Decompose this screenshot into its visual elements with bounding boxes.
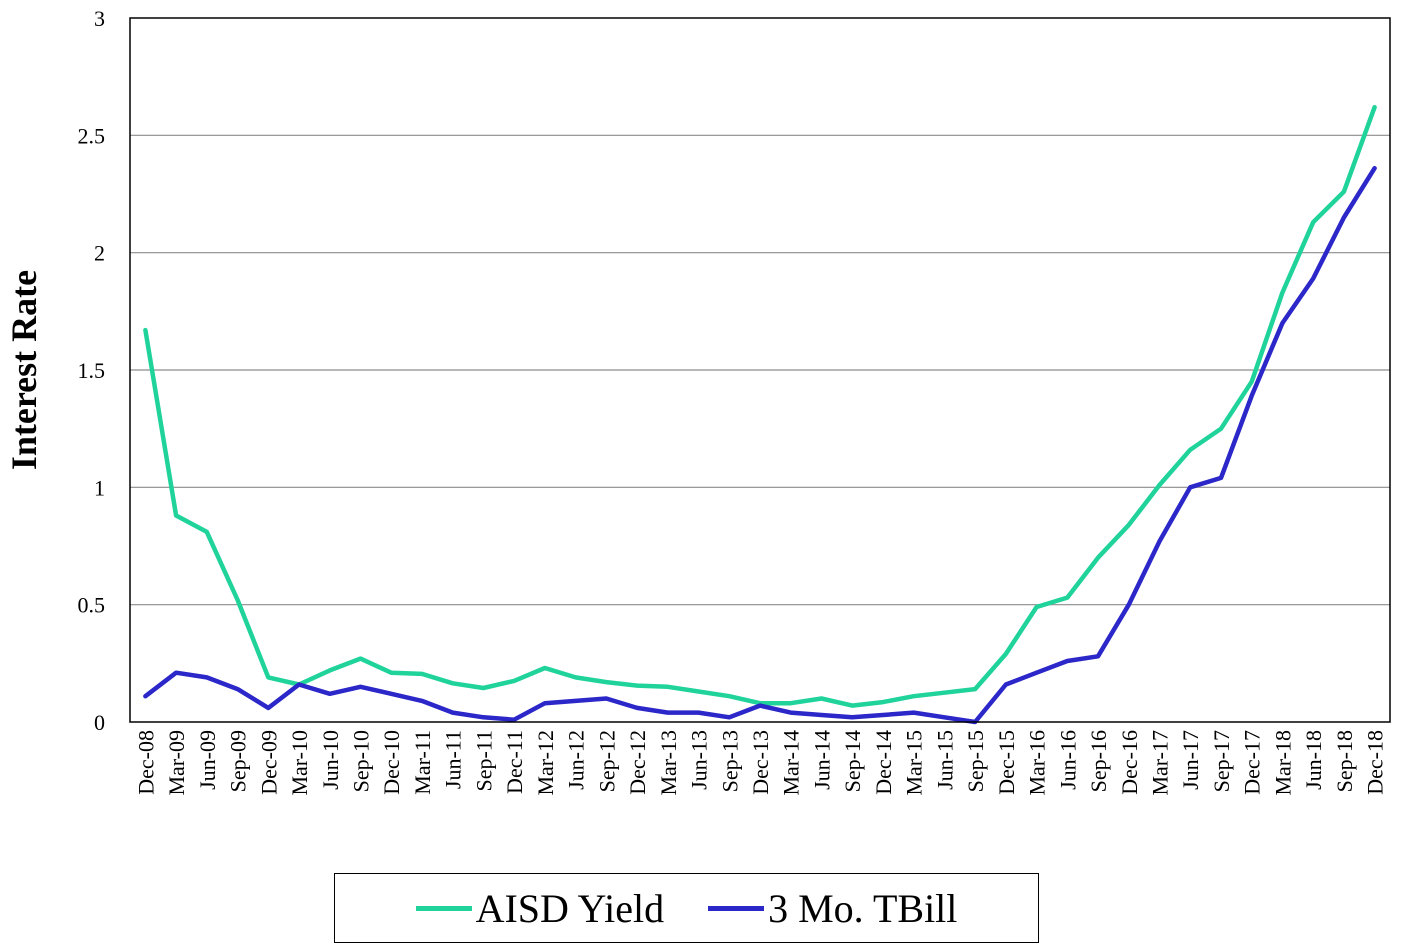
- gridlines: [130, 134, 1390, 606]
- x-tick-label: Jun-14: [809, 730, 834, 790]
- x-tick-label: Mar-14: [779, 730, 804, 796]
- x-tick-label: Jun-10: [318, 730, 343, 790]
- x-tick-label: Dec-12: [625, 730, 650, 795]
- y-tick-label: 3: [94, 6, 105, 31]
- x-tick-label: Dec-17: [1240, 730, 1265, 795]
- legend-swatch-aisd-yield: [415, 905, 472, 911]
- legend-swatch-3mo-tbill: [708, 905, 765, 911]
- y-tick-label: 2.5: [78, 123, 106, 148]
- x-tick-label: Jun-15: [932, 730, 957, 790]
- x-axis-ticks: Dec-08 Mar-09 Jun-09 Sep-09 Dec-09 Mar-10 Jun-…: [133, 730, 1387, 796]
- y-tick-label: 0.5: [78, 593, 106, 618]
- x-tick-label: Dec-10: [379, 730, 404, 795]
- series-lines: [143, 104, 1377, 725]
- x-tick-label: Sep-17: [1209, 730, 1234, 792]
- x-tick-label: Jun-12: [564, 730, 589, 790]
- x-tick-label: Sep-14: [840, 730, 865, 792]
- x-tick-label: Jun-11: [441, 730, 466, 789]
- x-tick-label: Mar-17: [1148, 730, 1173, 796]
- x-tick-label: Dec-09: [256, 730, 281, 795]
- x-tick-label: Dec-15: [994, 730, 1019, 795]
- y-axis-ticks: 0 0.5 1 1.5 2 2.5 3: [78, 6, 106, 735]
- x-tick-label: Jun-16: [1055, 730, 1080, 790]
- y-tick-label: 0: [94, 710, 105, 735]
- x-tick-label: Mar-12: [533, 730, 558, 796]
- legend-item-aisd-yield: AISD Yield: [415, 885, 665, 932]
- x-tick-label: Jun-18: [1301, 730, 1326, 790]
- x-tick-label: Mar-09: [164, 730, 189, 796]
- x-tick-label: Sep-12: [594, 730, 619, 792]
- y-tick-label: 1: [94, 475, 105, 500]
- x-tick-label: Sep-16: [1086, 730, 1111, 792]
- x-tick-label: Dec-18: [1363, 730, 1388, 795]
- legend-label-3mo-tbill: 3 Mo. TBill: [768, 885, 958, 931]
- x-tick-label: Sep-10: [348, 730, 373, 792]
- x-tick-label: Dec-14: [871, 730, 896, 795]
- legend-item-3mo-tbill: 3 Mo. TBill: [708, 885, 957, 932]
- y-tick-label: 1.5: [78, 358, 106, 383]
- legend: AISD Yield 3 Mo. TBill: [334, 873, 1039, 943]
- plot-area-frame: [129, 17, 1391, 723]
- x-tick-label: Dec-08: [133, 730, 158, 795]
- legend-label-aisd-yield: AISD Yield: [475, 885, 665, 931]
- x-tick-label: Mar-13: [656, 730, 681, 796]
- x-tick-label: Mar-16: [1025, 730, 1050, 796]
- y-tick-label: 2: [94, 241, 105, 266]
- x-tick-label: Dec-11: [502, 730, 527, 794]
- x-tick-label: Mar-10: [287, 730, 312, 796]
- x-tick-label: Sep-15: [963, 730, 988, 792]
- x-tick-label: Dec-13: [748, 730, 773, 795]
- x-tick-label: Sep-09: [226, 730, 251, 792]
- x-tick-label: Jun-13: [687, 730, 712, 790]
- x-tick-label: Jun-09: [195, 730, 220, 790]
- series-line-1: [143, 165, 1377, 725]
- x-tick-label: Dec-16: [1117, 730, 1142, 795]
- x-tick-label: Sep-13: [717, 730, 742, 792]
- x-tick-label: Sep-18: [1332, 730, 1357, 792]
- series-line-0: [143, 104, 1377, 708]
- x-tick-label: Mar-11: [410, 730, 435, 795]
- x-tick-label: Mar-18: [1270, 730, 1295, 796]
- y-axis-label: Interest Rate: [4, 270, 44, 470]
- x-tick-label: Mar-15: [902, 730, 927, 796]
- x-tick-label: Sep-11: [471, 730, 496, 792]
- x-tick-label: Jun-17: [1178, 730, 1203, 790]
